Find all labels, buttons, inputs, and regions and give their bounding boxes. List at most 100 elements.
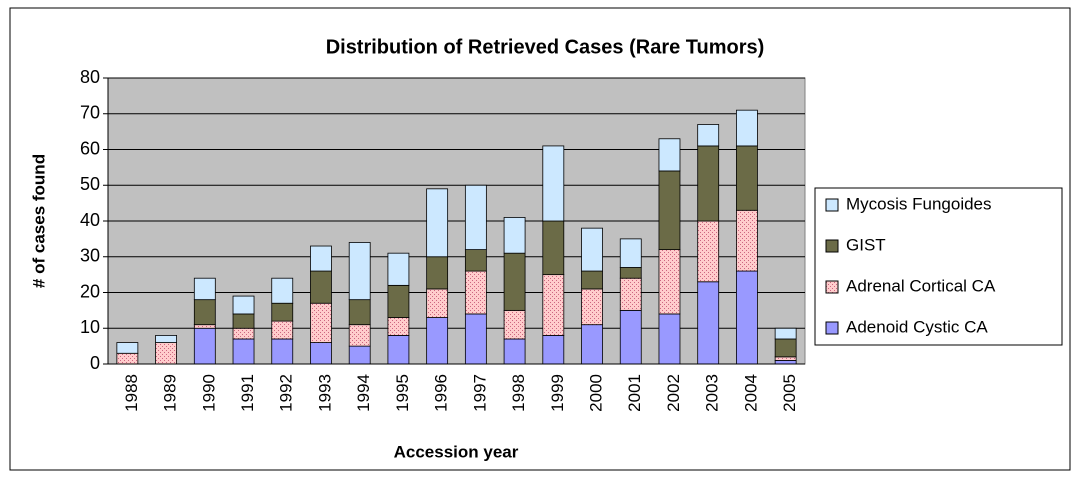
bar-segment xyxy=(193,277,216,301)
bar-segment xyxy=(542,220,565,276)
bar-segment xyxy=(697,220,720,283)
bar-segment xyxy=(426,256,449,290)
bar-segment xyxy=(271,277,294,304)
bar-segment xyxy=(542,274,565,336)
bar-segment xyxy=(232,338,255,365)
legend-swatch xyxy=(825,321,839,335)
bar-segment xyxy=(387,284,410,318)
bar-segment xyxy=(232,327,255,340)
bar-segment xyxy=(658,313,681,365)
bar-segment xyxy=(697,145,720,222)
chart-title: Distribution of Retrieved Cases (Rare Tu… xyxy=(326,36,765,58)
bar-segment xyxy=(116,342,139,354)
bar-segment xyxy=(774,338,797,358)
bar-segment xyxy=(271,302,294,322)
bar-segment xyxy=(348,345,371,365)
x-tick-label: 1990 xyxy=(199,374,218,412)
bar-segment xyxy=(619,267,642,279)
bar-segment xyxy=(464,249,487,272)
y-tick-label: 0 xyxy=(90,353,100,373)
y-tick-label: 50 xyxy=(80,174,100,194)
legend-label: Adenoid Cystic CA xyxy=(846,317,988,336)
bar-segment xyxy=(310,270,332,304)
y-tick-label: 30 xyxy=(80,246,100,266)
x-tick-label: 1996 xyxy=(432,374,451,412)
bar-segment xyxy=(697,281,720,365)
y-axis-title: # of cases found xyxy=(29,154,48,288)
bar-segment xyxy=(736,109,758,147)
bar-segment xyxy=(658,170,681,250)
bar-segment xyxy=(193,324,216,329)
x-tick-label: 2001 xyxy=(625,374,644,412)
legend-label: Mycosis Fungoides xyxy=(846,194,992,213)
bar-segment xyxy=(426,317,449,365)
x-tick-label: 2002 xyxy=(664,374,683,412)
bar-segment xyxy=(310,342,332,365)
x-tick-label: 1989 xyxy=(161,374,180,412)
y-tick-label: 10 xyxy=(80,317,100,337)
x-tick-label: 1993 xyxy=(315,374,334,412)
bar-segment xyxy=(232,295,255,315)
bar-segment xyxy=(503,309,526,340)
bar-segment xyxy=(348,324,371,347)
bar-segment xyxy=(155,334,177,343)
x-tick-label: 2004 xyxy=(741,374,760,412)
legend-label: Adrenal Cortical CA xyxy=(846,276,996,295)
bar-segment xyxy=(426,188,449,258)
bar-segment xyxy=(581,227,603,272)
y-tick-label: 60 xyxy=(80,138,100,158)
y-tick-label: 40 xyxy=(80,210,100,230)
bar-segment xyxy=(658,138,681,172)
bar-segment xyxy=(697,124,720,147)
y-tick-label: 70 xyxy=(80,103,100,123)
x-tick-label: 1992 xyxy=(277,374,296,412)
x-tick-label: 1994 xyxy=(354,374,373,412)
bar-segment xyxy=(581,324,603,365)
bar-segment xyxy=(271,320,294,340)
bar-segment xyxy=(619,309,642,365)
bar-segment xyxy=(116,352,139,365)
x-tick-label: 1997 xyxy=(470,374,489,412)
bar-segment xyxy=(619,238,642,268)
bar-segment xyxy=(774,327,797,340)
bar-segment xyxy=(464,270,487,315)
y-tick-label: 80 xyxy=(80,67,100,87)
x-tick-label: 2005 xyxy=(780,374,799,412)
bar-segment xyxy=(503,252,526,311)
bar-segment xyxy=(348,242,371,301)
bar-segment xyxy=(736,145,758,211)
bar-segment xyxy=(774,360,797,365)
x-axis-title: Accession year xyxy=(394,442,519,461)
bar-segment xyxy=(193,299,216,326)
bar-segment xyxy=(464,313,487,365)
bar-segment xyxy=(426,288,449,318)
x-tick-label: 1998 xyxy=(509,374,528,412)
bar-segment xyxy=(155,342,177,365)
bar-segment xyxy=(348,299,371,326)
x-tick-label: 1995 xyxy=(393,374,412,412)
bar-segment xyxy=(542,145,565,222)
x-tick-label: 1988 xyxy=(122,374,141,412)
bar-segment xyxy=(193,327,216,365)
bar-segment xyxy=(232,313,255,329)
bar-segment xyxy=(658,249,681,315)
bar-segment xyxy=(542,334,565,365)
bar-segment xyxy=(387,334,410,365)
bar-segment xyxy=(736,270,758,365)
bar-segment xyxy=(581,288,603,326)
x-tick-label: 1999 xyxy=(548,374,567,412)
legend-swatch xyxy=(825,239,839,253)
bar-segment xyxy=(387,317,410,336)
bar-segment xyxy=(387,252,410,286)
bar-segment xyxy=(774,356,797,361)
legend-swatch xyxy=(825,280,839,294)
bar-segment xyxy=(503,338,526,365)
x-tick-label: 1991 xyxy=(238,374,257,412)
y-tick-label: 20 xyxy=(80,281,100,301)
bar-segment xyxy=(619,277,642,311)
bar-segment xyxy=(736,209,758,272)
legend xyxy=(814,187,1063,346)
bar-segment xyxy=(310,245,332,272)
x-tick-label: 2000 xyxy=(587,374,606,412)
